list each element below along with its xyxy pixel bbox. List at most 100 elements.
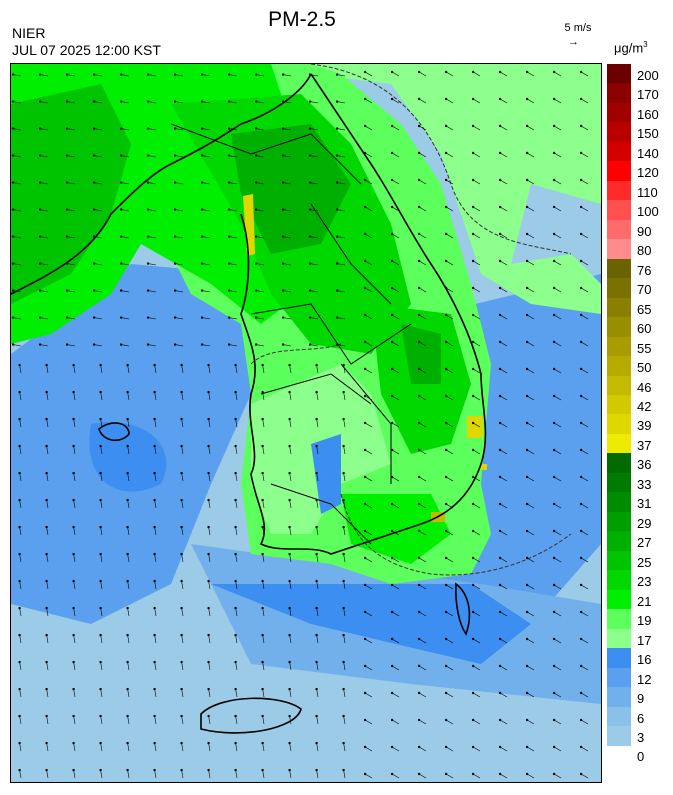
wind-arrow-head	[99, 687, 102, 691]
wind-arrow-head	[552, 637, 556, 641]
wind-arrow-head	[18, 768, 21, 772]
wind-arrow-head	[119, 154, 123, 157]
wind-arrow-head	[579, 745, 583, 749]
wind-arrow-icon	[553, 719, 562, 725]
wind-arrow-head	[498, 97, 502, 101]
wind-arrow-icon	[310, 290, 319, 293]
wind-arrow-icon	[229, 155, 238, 158]
wind-arrow-icon	[580, 206, 589, 212]
wind-arrow-icon	[235, 608, 238, 617]
wind-arrow-icon	[343, 392, 346, 401]
wind-arrow-icon	[289, 392, 292, 401]
wind-arrow-icon	[127, 419, 130, 428]
wind-arrow-head	[390, 691, 394, 695]
wind-arrow-head	[498, 394, 502, 398]
colorbar-segment	[607, 336, 631, 357]
wind-arrow-head	[126, 687, 129, 691]
wind-arrow-head	[417, 718, 421, 722]
wind-arrow-head	[99, 579, 102, 583]
wind-arrow-head	[99, 444, 102, 448]
wind-arrow-icon	[148, 263, 157, 266]
wind-arrow-icon	[526, 395, 535, 401]
wind-arrow-head	[92, 100, 96, 103]
wind-arrow-icon	[121, 290, 130, 293]
wind-arrow-head	[45, 390, 48, 394]
wind-arrow-icon	[553, 503, 562, 509]
wind-arrow-icon	[235, 743, 238, 752]
wind-arrow-icon	[391, 476, 400, 482]
wind-arrow-icon	[580, 476, 589, 482]
wind-arrow-icon	[94, 263, 103, 266]
wind-arrow-icon	[73, 743, 76, 752]
wind-arrow-head	[525, 70, 529, 74]
wind-arrow-head	[498, 178, 502, 182]
wind-arrow-icon	[40, 182, 49, 185]
wind-arrow-icon	[148, 344, 157, 347]
wind-arrow-icon	[208, 473, 211, 482]
wind-arrow-head	[498, 367, 502, 371]
wind-arrow-icon	[499, 233, 508, 239]
wind-arrow-icon	[580, 530, 589, 536]
colorbar-segment	[607, 687, 631, 707]
wind-arrow-icon	[553, 179, 562, 185]
wind-arrow-head	[498, 772, 502, 776]
wind-arrow-icon	[316, 716, 319, 725]
wind-arrow-head	[525, 664, 529, 668]
wind-arrow-icon	[316, 554, 319, 563]
wind-arrow-icon	[94, 344, 103, 347]
wind-arrow-head	[579, 70, 583, 74]
wind-arrow-head	[335, 343, 339, 346]
pm25-concentration-map[interactable]	[10, 63, 602, 783]
wind-arrow-icon	[553, 638, 562, 644]
wind-arrow-head	[552, 97, 556, 101]
wind-arrow-icon	[262, 689, 265, 698]
wind-arrow-icon	[472, 152, 481, 158]
wind-arrow-head	[308, 100, 312, 103]
wind-arrow-icon	[19, 662, 22, 671]
wind-arrow-icon	[154, 554, 157, 563]
wind-arrow-icon	[154, 527, 157, 536]
wind-arrow-head	[363, 97, 367, 101]
wind-arrow-icon	[100, 608, 103, 617]
colorbar-segment	[607, 258, 631, 279]
colorbar-segment	[607, 180, 631, 201]
wind-arrow-icon	[73, 689, 76, 698]
wind-arrow-head	[119, 73, 123, 76]
wind-arrow-icon	[343, 527, 346, 536]
wind-arrow-head	[417, 502, 421, 506]
wind-arrow-icon	[343, 581, 346, 590]
wind-arrow-head	[254, 235, 258, 238]
wind-arrow-head	[417, 70, 421, 74]
wind-arrow-icon	[67, 263, 76, 266]
wind-arrow-icon	[67, 182, 76, 185]
wind-arrow-icon	[391, 557, 400, 563]
wind-arrow-head	[417, 205, 421, 209]
colorbar-tick-label: 170	[637, 87, 659, 103]
wind-arrow-head	[444, 448, 448, 452]
wind-arrow-head	[363, 772, 367, 776]
wind-arrow-icon	[499, 314, 508, 320]
wind-arrow-head	[72, 525, 75, 529]
wind-arrow-icon	[154, 392, 157, 401]
wind-arrow-icon	[121, 128, 130, 131]
wind-arrow-head	[200, 181, 204, 184]
wind-arrow-head	[18, 552, 21, 556]
wind-arrow-head	[525, 610, 529, 614]
wind-arrow-head	[45, 741, 48, 745]
wind-arrow-head	[363, 556, 367, 560]
wind-arrow-head	[444, 124, 448, 128]
wind-arrow-icon	[580, 503, 589, 509]
wind-arrow-head	[288, 525, 291, 529]
wind-arrow-icon	[19, 608, 22, 617]
wind-arrow-head	[579, 394, 583, 398]
wind-arrow-head	[207, 633, 210, 637]
wind-arrow-icon	[127, 770, 130, 779]
wind-arrow-head	[444, 772, 448, 776]
wind-arrow-head	[45, 768, 48, 772]
wind-arrow-head	[146, 262, 150, 265]
wind-arrow-icon	[580, 152, 589, 158]
wind-arrow-head	[498, 691, 502, 695]
wind-arrow-icon	[499, 395, 508, 401]
wind-arrow-icon	[235, 527, 238, 536]
wind-arrow-head	[11, 100, 15, 103]
